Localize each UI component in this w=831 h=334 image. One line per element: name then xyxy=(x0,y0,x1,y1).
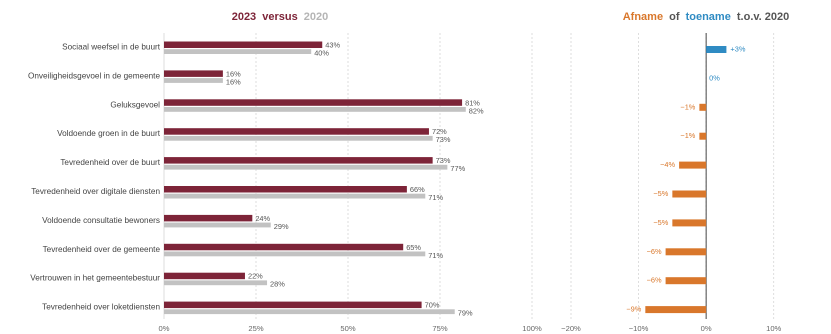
change-x-tick-label: 0% xyxy=(701,324,712,333)
x-tick-label: 75% xyxy=(432,324,447,333)
bar-2023-tevredenheid-over-de-gemeente xyxy=(164,243,404,251)
comparison-chart: 2023 versus 2020 43%40%16%16%81%82%72%73… xyxy=(28,11,542,333)
comparison-bars xyxy=(164,41,466,315)
value-label-2020: 73% xyxy=(436,135,451,144)
bar-2020-tevredenheid-over-de-buurt xyxy=(164,164,448,170)
value-label-2020: 28% xyxy=(270,280,285,289)
change-value-label: −9% xyxy=(626,305,641,314)
x-tick-label: 50% xyxy=(340,324,355,333)
value-label-2020: 71% xyxy=(428,251,443,260)
value-label-2020: 77% xyxy=(450,164,465,173)
bar-2020-voldoende-consultatie-bewoners xyxy=(164,222,271,228)
change-value-label: −6% xyxy=(647,276,662,285)
value-label-2020: 16% xyxy=(226,77,241,86)
change-bar-voldoende-groen-in-de-buurt xyxy=(699,132,707,140)
change-bar-tevredenheid-over-digitale-diensten xyxy=(672,190,707,198)
change-value-label: −5% xyxy=(653,189,668,198)
bar-2023-voldoende-consultatie-bewoners xyxy=(164,214,253,222)
change-bar-tevredenheid-over-de-buurt xyxy=(679,161,707,169)
bar-2023-tevredenheid-over-loketdiensten xyxy=(164,301,422,309)
title-afname: Afname xyxy=(623,11,663,23)
change-chart-title: Afname of toename t.o.v. 2020 xyxy=(623,11,790,23)
value-label-2020: 82% xyxy=(469,106,484,115)
bar-2023-vertrouwen-in-het-gemeentebestuur xyxy=(164,272,245,280)
bar-2020-onveiligheidsgevoel-in-de-gemeente xyxy=(164,78,223,83)
comparison-value-labels: 43%40%16%16%81%82%72%73%73%77%66%71%24%2… xyxy=(226,41,484,318)
category-label-tevredenheid-over-de-gemeente: Tevredenheid over de gemeente xyxy=(43,245,161,254)
bar-2023-tevredenheid-over-digitale-diensten xyxy=(164,186,407,193)
change-x-tick-label: 10% xyxy=(766,324,781,333)
change-value-label: −5% xyxy=(653,218,668,227)
bar-2023-onveiligheidsgevoel-in-de-gemeente xyxy=(164,70,223,77)
change-bar-tevredenheid-over-loketdiensten xyxy=(645,306,707,314)
bar-2023-tevredenheid-over-de-buurt xyxy=(164,157,433,164)
value-label-2023: 22% xyxy=(248,272,263,281)
change-bar-vertrouwen-in-het-gemeentebestuur xyxy=(665,277,707,285)
bar-2020-tevredenheid-over-digitale-diensten xyxy=(164,193,426,199)
value-label-2023: 81% xyxy=(465,98,480,107)
change-x-tick-label: −10% xyxy=(629,324,649,333)
change-bar-voldoende-consultatie-bewoners xyxy=(672,219,707,227)
change-value-label: −1% xyxy=(680,102,695,111)
change-chart: Afname of toename t.o.v. 2020 +3% 0% −1% −1… xyxy=(561,11,789,333)
change-x-axis: −20% −10% 0% 10% xyxy=(561,324,781,333)
category-label-tevredenheid-over-de-buurt: Tevredenheid over de buurt xyxy=(60,158,160,167)
title-toename: toename xyxy=(686,11,731,23)
change-x-tick-label: −20% xyxy=(561,324,581,333)
x-tick-label: 0% xyxy=(159,324,170,333)
category-label-tevredenheid-over-loketdiensten: Tevredenheid over loketdiensten xyxy=(42,303,160,312)
change-value-label: +3% xyxy=(730,45,745,54)
change-bar-sociaal-weefsel-in-de-buurt xyxy=(706,46,727,53)
bar-2020-vertrouwen-in-het-gemeentebestuur xyxy=(164,280,268,286)
value-label-2020: 29% xyxy=(274,222,289,231)
title-of: of xyxy=(669,11,680,23)
bar-2023-sociaal-weefsel-in-de-buurt xyxy=(164,41,323,48)
value-label-2023: 70% xyxy=(425,301,440,310)
value-label-2023: 24% xyxy=(255,214,270,223)
change-value-label: −1% xyxy=(680,131,695,140)
change-bars xyxy=(645,46,727,314)
category-label-voldoende-consultatie-bewoners: Voldoende consultatie bewoners xyxy=(42,216,160,225)
change-bar-geluksgevoel xyxy=(699,103,707,111)
title-tov-2020: t.o.v. 2020 xyxy=(737,11,789,23)
category-label-onveiligheidsgevoel-in-de-gemeente: Onveiligheidsgevoel in de gemeente xyxy=(28,71,160,80)
title-year-2020: 2020 xyxy=(304,11,328,23)
value-label-2023: 66% xyxy=(410,185,425,194)
title-year-2023: 2023 xyxy=(232,11,256,23)
category-label-sociaal-weefsel-in-de-buurt: Sociaal weefsel in de buurt xyxy=(62,43,161,52)
value-label-2023: 73% xyxy=(436,156,451,165)
bar-2023-geluksgevoel xyxy=(164,99,463,106)
bar-2020-voldoende-groen-in-de-buurt xyxy=(164,135,433,141)
bar-2020-sociaal-weefsel-in-de-buurt xyxy=(164,49,312,54)
category-labels: Sociaal weefsel in de buurt Onveiligheids… xyxy=(28,43,161,312)
bar-2020-tevredenheid-over-loketdiensten xyxy=(164,309,455,315)
category-label-tevredenheid-over-digitale-diensten: Tevredenheid over digitale diensten xyxy=(31,187,160,196)
value-label-2020: 71% xyxy=(428,193,443,202)
value-label-2023: 65% xyxy=(406,243,421,252)
bar-2020-geluksgevoel xyxy=(164,107,466,112)
category-label-voldoende-groen-in-de-buurt: Voldoende groen in de buurt xyxy=(57,129,161,138)
change-gridlines xyxy=(570,33,775,319)
value-label-2023: 16% xyxy=(226,69,241,78)
category-label-geluksgevoel: Geluksgevoel xyxy=(110,100,160,109)
change-value-labels: +3% 0% −1% −1% −4% −5% −5% −6% −6% −9% xyxy=(626,45,746,314)
value-label-2020: 79% xyxy=(458,309,473,318)
value-label-2023: 43% xyxy=(325,41,340,50)
value-label-2023: 72% xyxy=(432,127,447,136)
comparison-x-axis: 0% 25% 50% 75% 100% xyxy=(159,324,542,333)
category-label-vertrouwen-in-het-gemeentebestuur: Vertrouwen in het gemeentebestuur xyxy=(30,274,160,283)
bar-2020-tevredenheid-over-de-gemeente xyxy=(164,251,426,257)
comparison-chart-title: 2023 versus 2020 xyxy=(232,11,329,23)
change-value-label: −4% xyxy=(660,160,675,169)
value-label-2020: 40% xyxy=(314,49,329,58)
x-tick-label: 25% xyxy=(248,324,263,333)
title-versus: versus xyxy=(262,11,297,23)
x-tick-label: 100% xyxy=(522,324,542,333)
change-value-label: −6% xyxy=(647,247,662,256)
change-value-label: 0% xyxy=(709,73,720,82)
bar-2023-voldoende-groen-in-de-buurt xyxy=(164,128,429,135)
change-bar-tevredenheid-over-de-gemeente xyxy=(665,248,707,256)
